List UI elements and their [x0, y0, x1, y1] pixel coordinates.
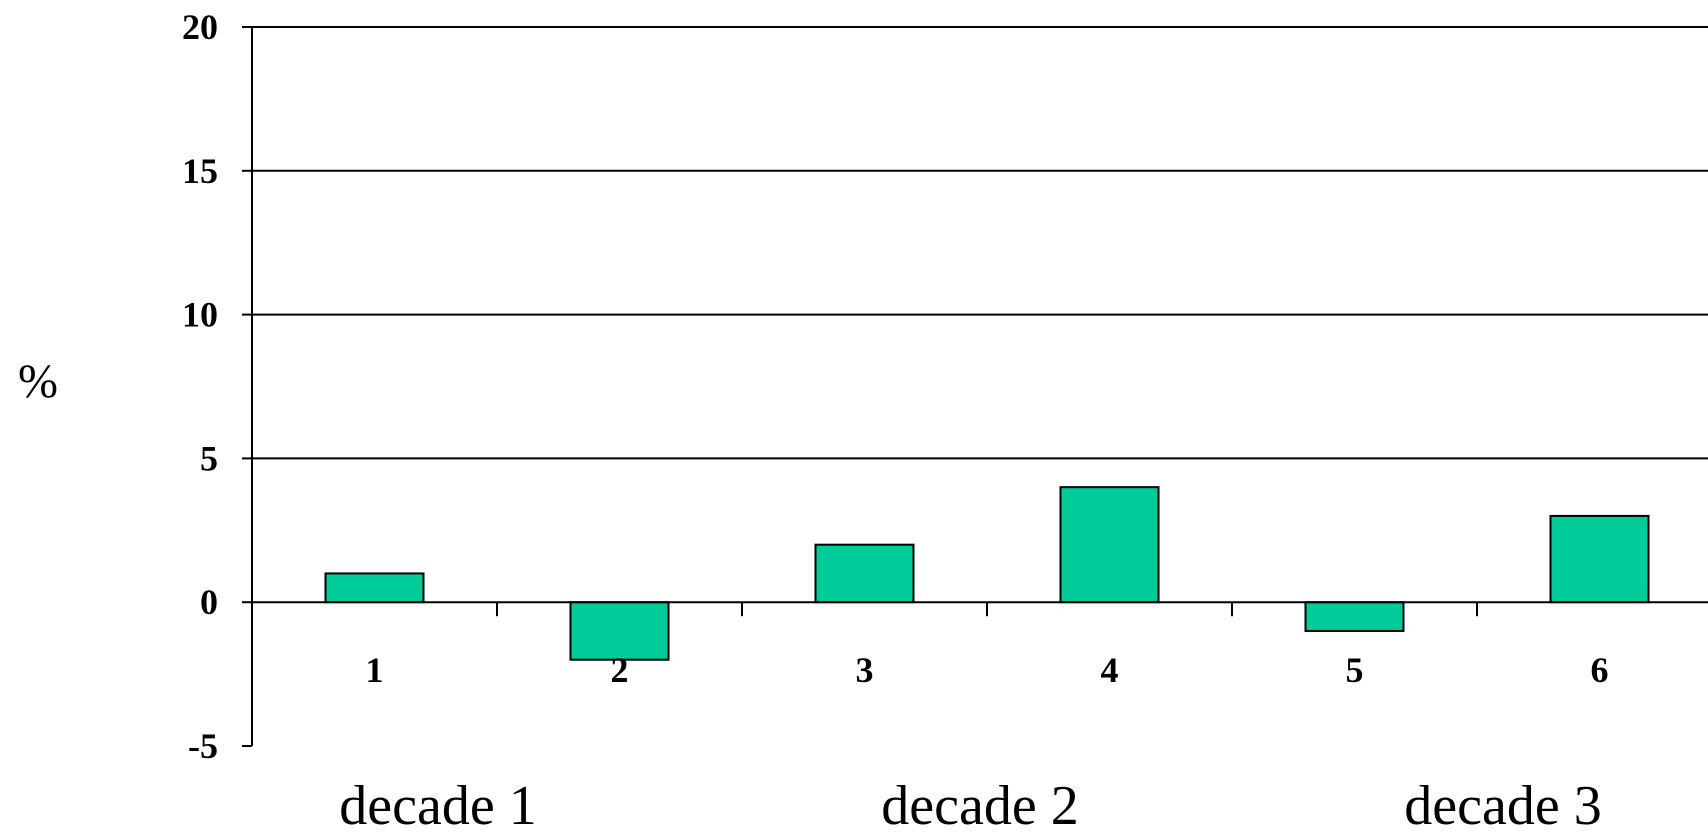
group-label-2: decade 2 — [881, 775, 1078, 832]
axes — [251, 27, 1708, 746]
bar-5 — [1304, 601, 1405, 632]
bar-2 — [569, 601, 670, 661]
y-axis-title: % — [18, 355, 58, 408]
category-label: 4 — [1101, 650, 1119, 690]
group-label-1: decade 1 — [339, 775, 536, 832]
bar-4 — [1059, 486, 1160, 604]
category-label: 5 — [1346, 650, 1364, 690]
y-tick-label: 10 — [182, 295, 218, 335]
y-tick-label: 5 — [200, 438, 218, 478]
group-label-3: decade 3 — [1404, 775, 1601, 832]
y-tick-label: 20 — [182, 7, 218, 47]
grid-lines — [252, 26, 1708, 460]
category-label: 6 — [1591, 650, 1609, 690]
y-tick-label: 15 — [182, 151, 218, 191]
y-tick-label: -5 — [188, 726, 218, 766]
bar-6 — [1549, 514, 1650, 604]
y-tick-label: 0 — [200, 582, 218, 622]
category-label: 3 — [856, 650, 874, 690]
group-labels: decade 1 decade 2 decade 3 — [339, 775, 1601, 832]
category-label: 1 — [366, 650, 384, 690]
category-label: 2 — [611, 650, 629, 690]
bar-3 — [814, 543, 915, 604]
category-labels: 1 2 3 4 5 6 — [366, 602, 1609, 690]
bars — [324, 486, 1650, 661]
y-tick-labels: 20 15 10 5 0 -5 — [182, 7, 252, 766]
bar-1 — [324, 572, 425, 604]
